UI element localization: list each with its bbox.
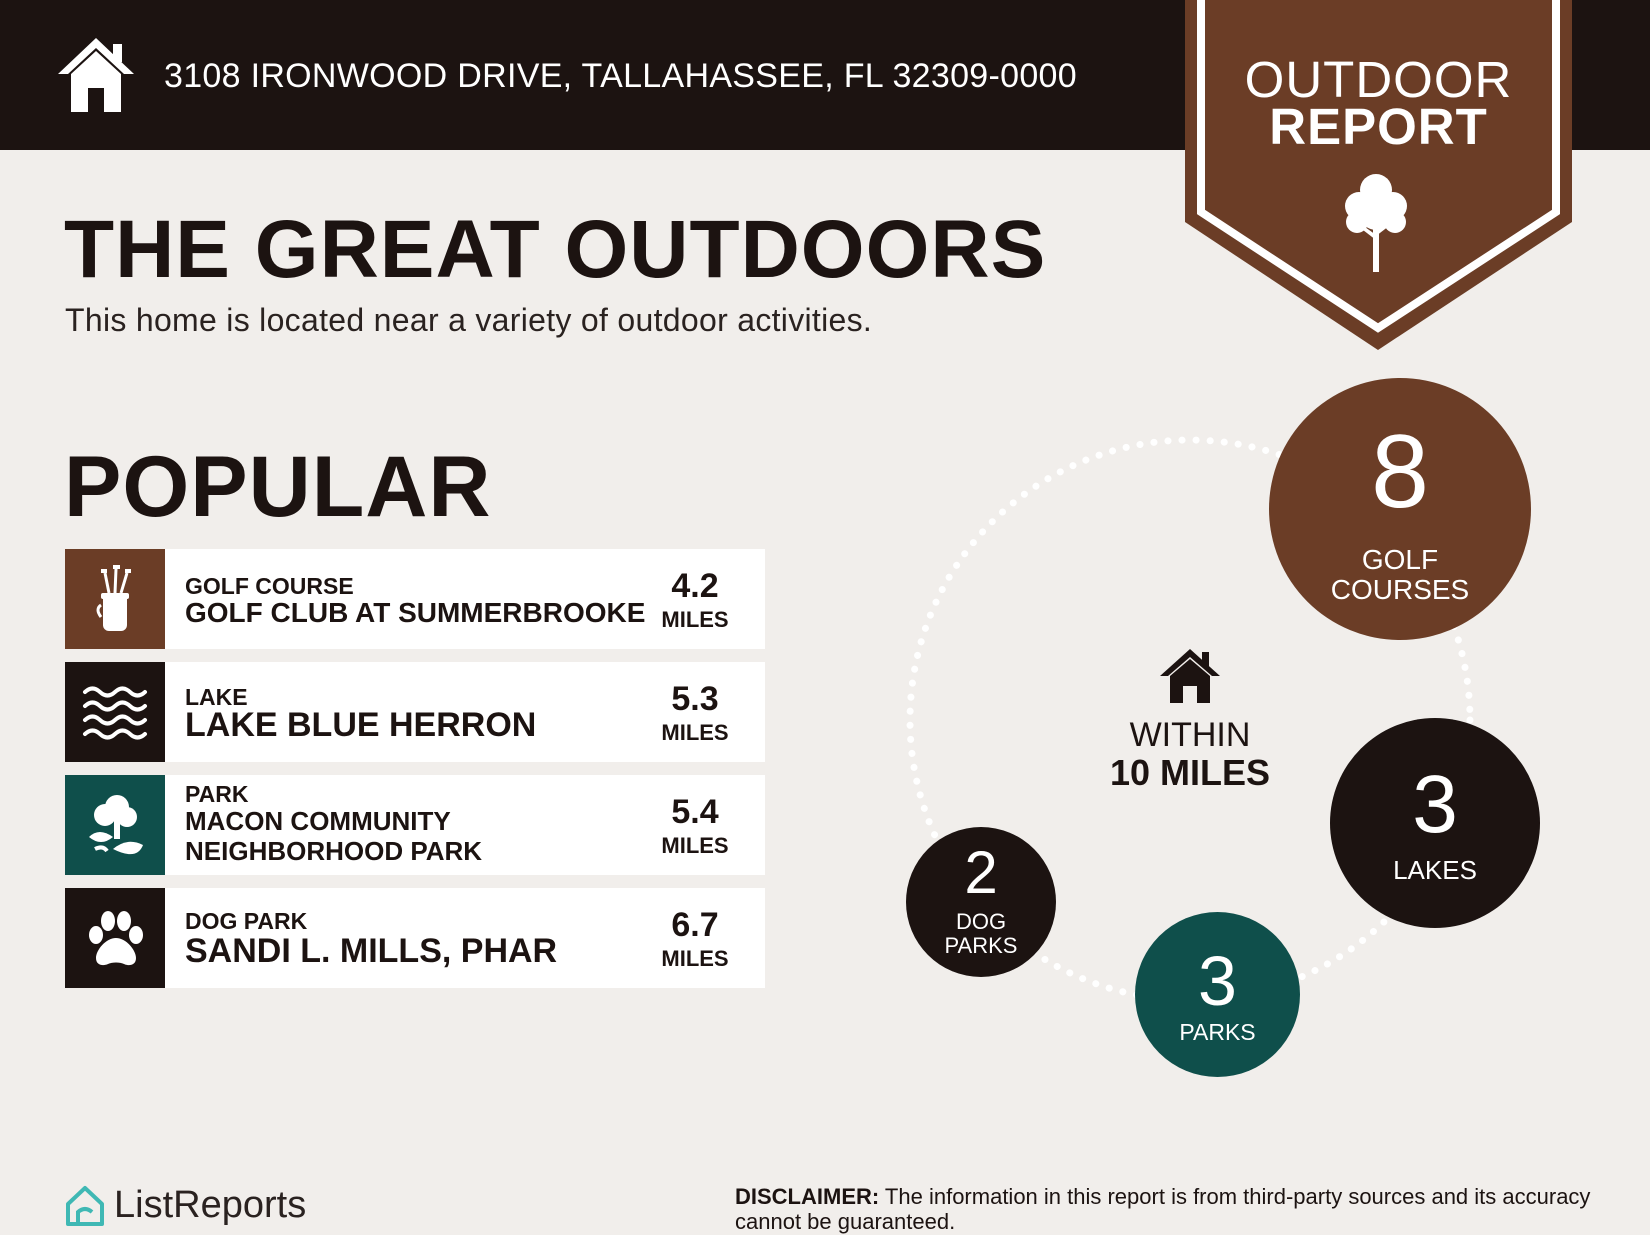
golf-bag-icon bbox=[65, 549, 165, 649]
item-name-line2: NEIGHBORHOOD PARK bbox=[185, 836, 483, 866]
item-distance: 4.2 bbox=[671, 567, 719, 605]
dog-parks-count-label1: DOG bbox=[955, 909, 1007, 934]
item-name: LAKE BLUE HERRON bbox=[185, 706, 537, 744]
page-title: THE GREAT OUTDOORS bbox=[64, 204, 1047, 295]
lakes-count: 3 LAKES bbox=[1330, 718, 1540, 928]
listreports-logo-icon bbox=[66, 1186, 104, 1226]
item-distance: 5.4 bbox=[671, 793, 719, 831]
list-item[interactable]: GOLF COURSE GOLF CLUB AT SUMMERBROOKE 4.… bbox=[65, 549, 765, 649]
item-distance: 5.3 bbox=[671, 680, 719, 718]
page-subtitle: This home is located near a variety of o… bbox=[65, 302, 873, 338]
golf-count-label2: COURSES bbox=[1330, 574, 1470, 605]
house-icon bbox=[58, 38, 134, 112]
property-address: 3108 IRONWOOD DRIVE, TALLAHASSEE, FL 323… bbox=[164, 57, 1077, 95]
golf-count-number: 8 bbox=[1371, 414, 1429, 530]
golf-courses-count: 8 GOLF COURSES bbox=[1269, 378, 1531, 640]
list-item[interactable]: LAKE LAKE BLUE HERRON 5.3 MILES bbox=[65, 662, 765, 762]
listreports-logo: ListReports bbox=[114, 1184, 307, 1226]
item-category: LAKE bbox=[185, 684, 248, 710]
tree-icon bbox=[1345, 174, 1407, 272]
list-item[interactable]: PARK MACON COMMUNITY NEIGHBORHOOD PARK 5… bbox=[65, 775, 765, 875]
parks-count-number: 3 bbox=[1198, 942, 1237, 1020]
badge-title-line2: REPORT bbox=[1269, 98, 1488, 155]
parks-count-label: PARKS bbox=[1179, 1019, 1256, 1045]
park-tree-icon bbox=[65, 775, 165, 875]
item-category: DOG PARK bbox=[185, 908, 308, 934]
disclaimer: DISCLAIMER: The information in this repo… bbox=[735, 1184, 1605, 1234]
badge-title-line1: OUTDOOR bbox=[1244, 51, 1513, 108]
dog-parks-count-label2: PARKS bbox=[944, 933, 1018, 958]
disclaimer-label: DISCLAIMER: bbox=[735, 1184, 880, 1209]
house-icon bbox=[1160, 649, 1220, 703]
list-item[interactable]: DOG PARK SANDI L. MILLS, PHAR 6.7 MILES bbox=[65, 888, 765, 988]
item-distance-unit: MILES bbox=[661, 833, 729, 858]
lakes-count-number: 3 bbox=[1412, 759, 1458, 850]
dog-parks-count-number: 2 bbox=[964, 839, 998, 906]
within-distance: 10 MILES bbox=[1109, 752, 1271, 793]
water-waves-icon bbox=[65, 662, 165, 762]
item-category: PARK bbox=[185, 781, 249, 807]
item-name: SANDI L. MILLS, PHAR bbox=[185, 932, 558, 970]
dog-parks-count: 2 DOG PARKS bbox=[906, 827, 1056, 977]
item-distance: 6.7 bbox=[671, 906, 719, 944]
golf-count-label1: GOLF bbox=[1361, 544, 1439, 575]
item-name: GOLF CLUB AT SUMMERBROOKE bbox=[185, 597, 646, 628]
popular-heading: POPULAR bbox=[64, 439, 492, 535]
item-category: GOLF COURSE bbox=[185, 573, 354, 599]
lakes-count-label: LAKES bbox=[1393, 855, 1477, 885]
parks-count: 3 PARKS bbox=[1135, 912, 1300, 1077]
within-label: WITHIN bbox=[1129, 716, 1251, 754]
item-name-line1: MACON COMMUNITY bbox=[185, 806, 451, 836]
disclaimer-text: The information in this report is from t… bbox=[735, 1184, 1591, 1234]
item-distance-unit: MILES bbox=[661, 720, 729, 745]
paw-icon bbox=[65, 888, 165, 988]
item-distance-unit: MILES bbox=[661, 607, 729, 632]
item-distance-unit: MILES bbox=[661, 946, 729, 971]
